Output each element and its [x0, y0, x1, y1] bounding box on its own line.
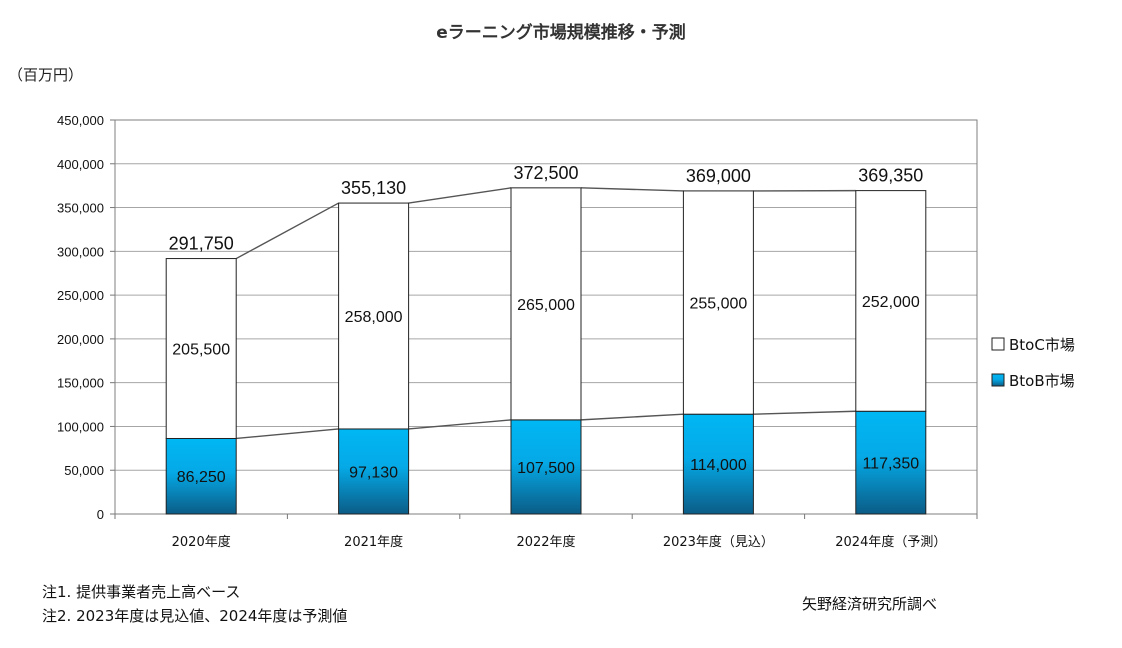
y-tick-label: 400,000 — [57, 157, 104, 172]
legend-item-btob-swatch — [991, 373, 1005, 387]
source-credit: 矢野経済研究所調べ — [802, 595, 938, 613]
data-label-btoc: 265,000 — [517, 297, 575, 314]
data-label-total: 291,750 — [169, 234, 234, 254]
btob-series-line — [753, 410, 856, 415]
total-series-line — [580, 187, 684, 192]
plot-area: 0 50,000 100,000 150,000 200,000 250,000 300,0… — [57, 113, 978, 550]
total-series-line — [408, 187, 512, 204]
bar-btoc — [855, 190, 927, 412]
y-tick-label: 100,000 — [57, 419, 104, 434]
data-label-btoc: 258,000 — [345, 309, 403, 326]
y-axis-unit: （百万円） — [8, 66, 83, 84]
data-label-total: 372,500 — [513, 163, 578, 183]
total-series-line — [235, 202, 339, 260]
data-label-btob: 107,500 — [517, 460, 575, 477]
data-label-btoc: 205,500 — [172, 342, 230, 359]
data-label-btob: 97,130 — [349, 464, 398, 481]
x-tick-label: 2020年度 — [172, 534, 231, 550]
y-tick-label: 450,000 — [57, 113, 104, 128]
bar-btoc — [682, 190, 754, 415]
btob-series-line — [408, 419, 512, 430]
bar-btob — [165, 437, 237, 515]
bar-btob — [682, 413, 754, 515]
y-tick-label: 300,000 — [57, 244, 104, 259]
x-tick-label: 2023年度（見込） — [663, 534, 774, 550]
y-tick-label: 250,000 — [57, 288, 104, 303]
data-label-btob: 117,350 — [862, 456, 919, 473]
bar-btob — [510, 419, 582, 515]
x-tick-label: 2024年度（予測） — [835, 534, 946, 550]
data-label-btob: 114,000 — [690, 457, 747, 474]
legend: BtoC市場 BtoB市場 — [991, 336, 1075, 390]
y-tick-label: 0 — [97, 507, 104, 522]
data-label-total: 369,000 — [686, 166, 751, 186]
btob-series-line — [236, 428, 339, 440]
bar-btoc — [510, 187, 582, 421]
data-label-total: 369,350 — [858, 166, 923, 186]
bar-btoc — [338, 202, 410, 430]
bar-btob — [855, 410, 927, 515]
footnote-1: 注1. 提供事業者売上高ベース — [42, 583, 241, 601]
legend-item-btob-label: BtoB市場 — [1009, 372, 1075, 390]
y-tick-label: 200,000 — [57, 332, 104, 347]
data-label-btoc: 255,000 — [689, 296, 747, 313]
legend-item-btoc-swatch — [991, 337, 1005, 351]
x-tick-label: 2021年度 — [344, 534, 403, 550]
data-label-btob: 86,250 — [177, 469, 226, 486]
bar-btob — [338, 428, 410, 515]
chart-title: eラーニング市場規模推移・予測 — [436, 22, 686, 43]
data-label-btoc: 252,000 — [862, 294, 920, 311]
y-tick-label: 350,000 — [57, 201, 104, 216]
x-tick-label: 2022年度 — [516, 534, 575, 550]
data-label-total: 355,130 — [341, 178, 406, 198]
y-tick-label: 50,000 — [64, 463, 104, 478]
btob-series-line — [580, 413, 684, 421]
bar-btoc — [165, 258, 237, 439]
legend-item-btoc-label: BtoC市場 — [1009, 336, 1075, 354]
footnote-2: 注2. 2023年度は見込値、2024年度は予測値 — [42, 607, 348, 625]
y-tick-label: 150,000 — [57, 376, 104, 391]
